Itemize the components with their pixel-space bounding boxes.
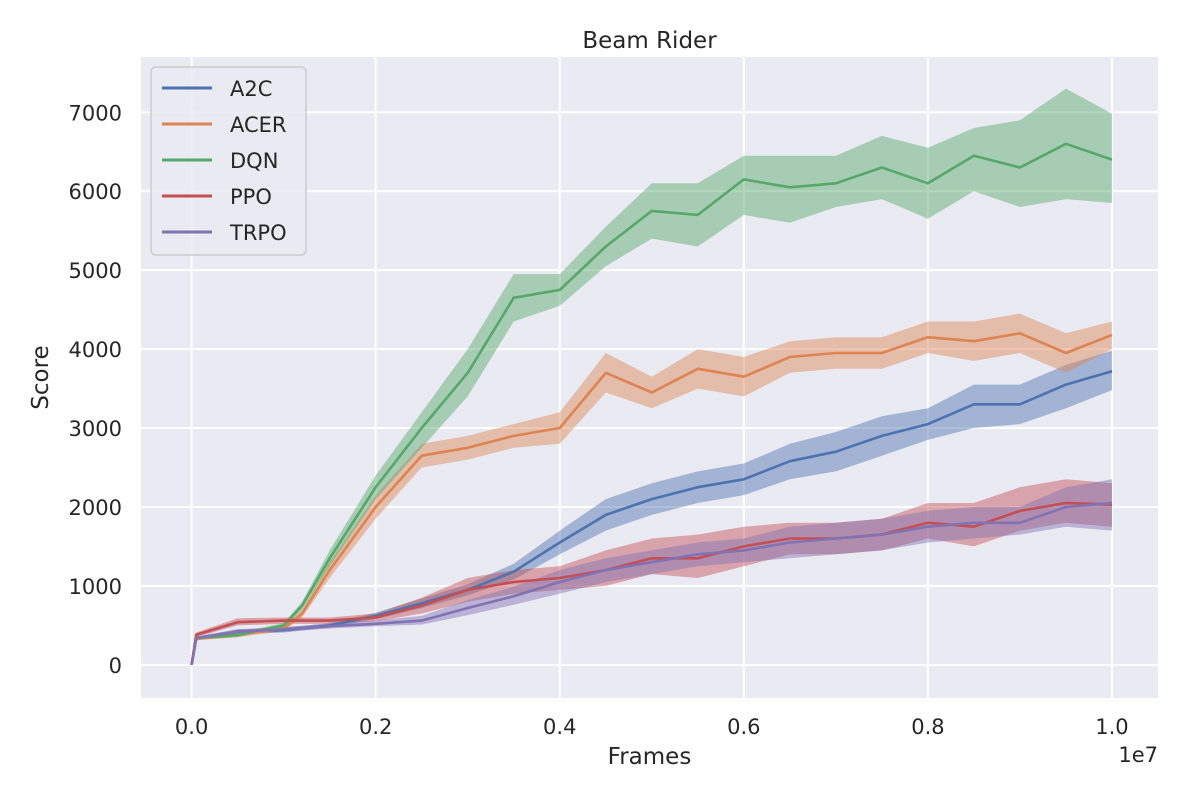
acer-legend-label: ACER xyxy=(230,113,287,137)
grid xyxy=(141,57,1158,698)
x-tick-labels: 0.0 0.2 0.4 0.6 0.8 1.0 xyxy=(175,715,1129,739)
dqn-legend-label: DQN xyxy=(230,149,278,173)
series-lines xyxy=(190,142,1113,666)
trpo-confidence-band xyxy=(191,479,1113,665)
x-tick-label: 0.2 xyxy=(359,715,392,739)
legend: A2C ACER DQN PPO TRPO xyxy=(150,66,307,256)
chart-title: Beam Rider xyxy=(582,28,717,54)
legend-box xyxy=(150,66,307,256)
y-tick-label: 7000 xyxy=(69,101,122,125)
x-tick-label: 1.0 xyxy=(1095,715,1128,739)
dqn-series-line xyxy=(190,142,1113,666)
trpo-legend-label: TRPO xyxy=(229,221,287,245)
y-tick-label: 1000 xyxy=(69,575,122,599)
x-tick-label: 0.0 xyxy=(175,715,208,739)
ppo-confidence-band xyxy=(191,479,1113,665)
y-tick-label: 4000 xyxy=(69,338,122,362)
y-tick-label: 5000 xyxy=(69,259,122,283)
x-axis-label: Frames xyxy=(608,744,692,770)
y-tick-label: 0 xyxy=(109,654,122,678)
acer-series-line xyxy=(190,331,1113,666)
confidence-bands xyxy=(191,88,1113,665)
x-axis-offset-label: 1e7 xyxy=(1118,743,1158,767)
a2c-legend-label: A2C xyxy=(230,77,272,101)
y-tick-label: 2000 xyxy=(69,496,122,520)
y-tick-label: 6000 xyxy=(69,180,122,204)
x-tick-label: 0.8 xyxy=(911,715,944,739)
dqn-confidence-band xyxy=(191,88,1113,665)
a2c-confidence-band xyxy=(191,350,1113,665)
ppo-legend-label: PPO xyxy=(230,185,272,209)
x-tick-label: 0.6 xyxy=(727,715,760,739)
x-tick-label: 0.4 xyxy=(543,715,576,739)
trpo-series-line xyxy=(190,501,1113,666)
y-tick-label: 3000 xyxy=(69,417,122,441)
y-tick-labels: 0 1000 2000 3000 4000 5000 6000 7000 xyxy=(69,101,122,678)
y-axis-label: Score xyxy=(28,345,54,409)
